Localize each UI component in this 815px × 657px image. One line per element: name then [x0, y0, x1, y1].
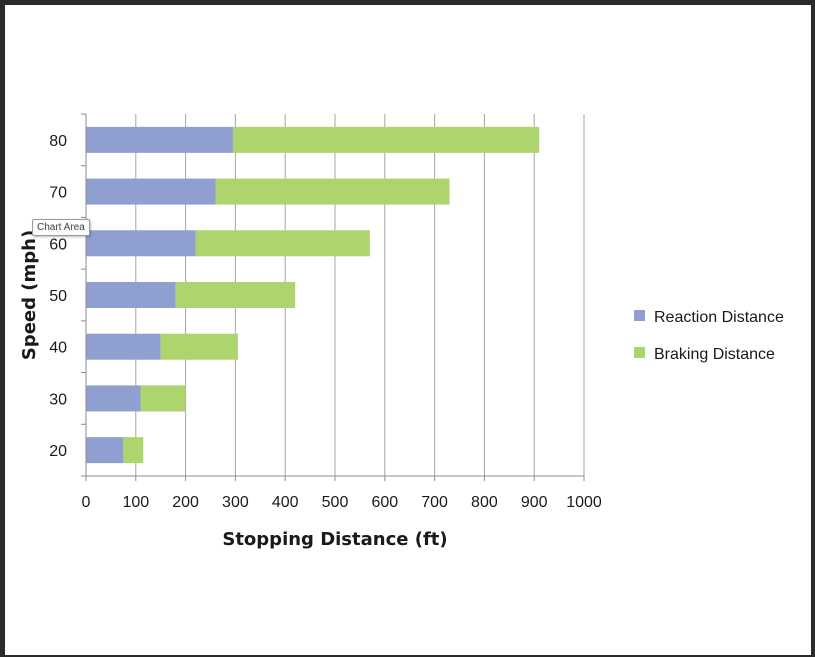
y-tick-label: 70: [49, 185, 67, 202]
y-tick-label: 50: [49, 288, 67, 305]
x-tick-label: 100: [122, 494, 149, 511]
reaction-distance-bar-20[interactable]: [86, 437, 124, 464]
y-tick-labels: 20 30 40 50 60 70 80: [49, 133, 67, 460]
y-tick-label: 60: [49, 236, 67, 253]
y-tick-label: 40: [49, 340, 67, 357]
x-tick-label: 500: [322, 494, 349, 511]
axes: [81, 113, 585, 481]
reaction-distance-bar-70[interactable]: [86, 178, 216, 205]
braking-distance-bar-60[interactable]: [195, 230, 370, 257]
x-tick-label: 200: [172, 494, 199, 511]
gridlines: [135, 114, 585, 476]
braking-distance-bar-40[interactable]: [160, 333, 238, 360]
y-tick-label: 30: [49, 391, 67, 408]
reaction-distance-bar-60[interactable]: [86, 230, 196, 257]
braking-distance-bar-20[interactable]: [123, 437, 144, 464]
reaction-distance-legend-swatch: [634, 310, 645, 321]
y-axis-title: Speed (mph): [19, 230, 40, 360]
reaction-distance-bar-30[interactable]: [86, 385, 141, 412]
x-tick-label: 600: [371, 494, 398, 511]
reaction-distance-bar-50[interactable]: [86, 282, 176, 308]
x-tick-label: 700: [421, 494, 448, 511]
x-tick-label: 800: [471, 494, 498, 511]
x-tick-label: 900: [521, 494, 548, 511]
x-tick-label: 400: [272, 494, 299, 511]
braking-distance-legend-label: Braking Distance: [654, 346, 775, 363]
chart-area-tooltip: Chart Area: [32, 219, 90, 236]
legend[interactable]: Reaction Distance Braking Distance: [634, 309, 784, 363]
y-tick-label: 80: [49, 133, 67, 150]
x-tick-label: 0: [82, 494, 91, 511]
x-tick-label: 300: [222, 494, 249, 511]
bars: [86, 126, 540, 464]
braking-distance-bar-80[interactable]: [232, 126, 540, 153]
reaction-distance-bar-80[interactable]: [86, 126, 233, 153]
reaction-distance-legend-label: Reaction Distance: [654, 309, 784, 326]
x-tick-label: 1000: [566, 494, 602, 511]
x-tick-labels: 0 100 200 300 400 500 600 700 800 900 1000: [82, 494, 602, 511]
braking-distance-bar-50[interactable]: [175, 282, 296, 308]
braking-distance-bar-30[interactable]: [140, 385, 186, 412]
reaction-distance-bar-40[interactable]: [86, 333, 161, 360]
x-axis-title: Stopping Distance (ft): [222, 529, 447, 550]
braking-distance-bar-70[interactable]: [215, 178, 450, 205]
y-tick-label: 20: [49, 443, 67, 460]
braking-distance-legend-swatch: [634, 347, 645, 358]
